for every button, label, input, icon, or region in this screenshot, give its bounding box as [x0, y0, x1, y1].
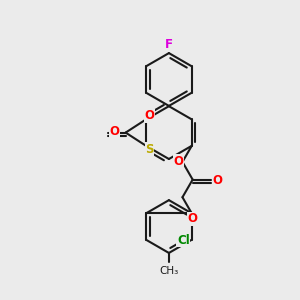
Text: S: S	[146, 143, 154, 156]
Text: Cl: Cl	[177, 234, 190, 247]
Text: O: O	[213, 174, 223, 187]
Text: CH₃: CH₃	[160, 266, 179, 276]
Text: O: O	[188, 212, 198, 225]
Text: F: F	[165, 38, 173, 52]
Text: O: O	[145, 109, 154, 122]
Text: O: O	[110, 124, 120, 138]
Text: O: O	[174, 154, 184, 167]
